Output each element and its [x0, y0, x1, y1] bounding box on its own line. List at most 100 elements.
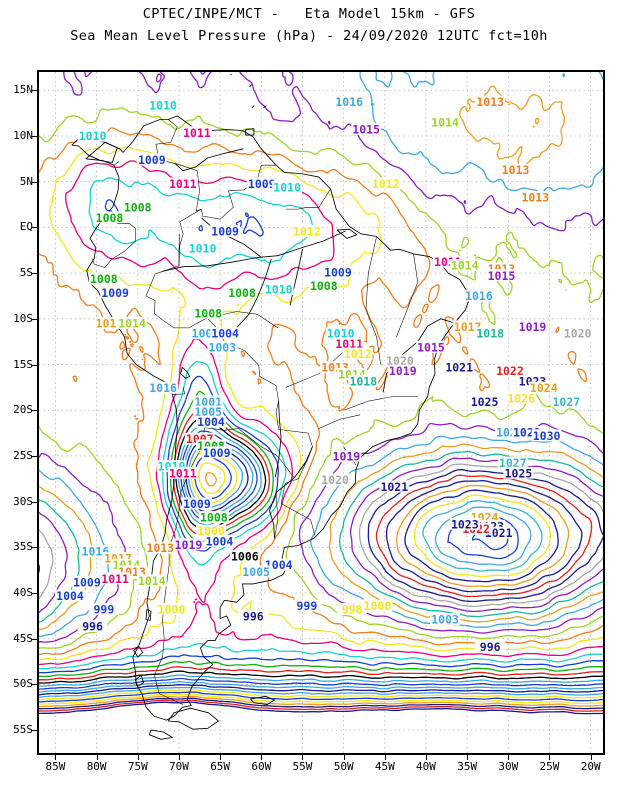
- svg-text:1019: 1019: [389, 364, 417, 378]
- svg-text:1019: 1019: [333, 449, 361, 463]
- coastline: [145, 609, 152, 621]
- contour-label: 1004: [55, 589, 86, 603]
- contour-label: 1022: [494, 364, 525, 378]
- svg-text:1009: 1009: [183, 497, 211, 511]
- coastline: [148, 729, 173, 740]
- contour-line-1014: [589, 271, 592, 274]
- contour-line-1011: [193, 601, 196, 604]
- contour-label: 1009: [322, 265, 353, 279]
- contour-label: 1001: [193, 395, 224, 409]
- title-block: CPTEC/INPE/MCT - Eta Model 15km - GFS Se…: [0, 0, 618, 44]
- y-axis-tick-label: 30S: [13, 494, 33, 508]
- contour-line-1010: [39, 642, 603, 670]
- contour-line-999: [194, 456, 232, 500]
- x-axis-tick: [178, 755, 180, 760]
- contour-label: 1008: [122, 201, 153, 215]
- svg-text:1016: 1016: [149, 381, 177, 395]
- y-axis-tick-label: 5N: [19, 174, 33, 188]
- country-border: [365, 236, 381, 365]
- svg-text:999: 999: [93, 602, 114, 616]
- contour-label: 1010: [325, 327, 356, 341]
- contour-line-1015: [239, 72, 603, 232]
- svg-text:1001: 1001: [194, 395, 222, 409]
- contour-label: 1009: [246, 177, 277, 191]
- country-border: [396, 253, 418, 338]
- coastline: [289, 248, 303, 306]
- contour-label: 1011: [100, 572, 131, 586]
- svg-text:1026: 1026: [507, 391, 535, 405]
- contour-line-1013: [251, 370, 257, 376]
- contour-label: 1000: [196, 524, 227, 538]
- contour-label: 1030: [531, 429, 562, 443]
- coastline: [162, 230, 346, 272]
- svg-text:1004: 1004: [197, 415, 225, 429]
- svg-text:1010: 1010: [273, 180, 301, 194]
- contour-line-997: [39, 695, 603, 708]
- contour-label: 1006: [229, 549, 260, 563]
- contour-line-1004: [39, 677, 603, 690]
- x-axis-tick: [425, 755, 427, 760]
- model-title: CPTEC/INPE/MCT - Eta Model 15km - GFS: [142, 6, 476, 22]
- svg-text:999: 999: [297, 599, 318, 613]
- svg-text:1013: 1013: [476, 95, 504, 109]
- x-axis-tick: [384, 755, 386, 760]
- y-axis-tick-label: 10N: [13, 128, 33, 142]
- contour-line-1018: [39, 499, 80, 623]
- contour-label: 1020: [562, 327, 593, 341]
- y-axis-tick: [32, 364, 37, 366]
- svg-text:1019: 1019: [175, 538, 203, 552]
- contour-label: 1023: [449, 517, 480, 531]
- x-axis-tick: [302, 755, 304, 760]
- x-axis-tick-label: 20W: [580, 760, 601, 773]
- contour-line-1016: [403, 72, 435, 88]
- contour-line-1013: [257, 378, 262, 385]
- contour-label: 1019: [173, 538, 204, 552]
- y-axis-tick-label: 25S: [13, 448, 33, 462]
- contour-label: 1011: [167, 177, 198, 191]
- contour-line-1009: [198, 224, 203, 232]
- contour-line-1013: [121, 347, 131, 361]
- contour-line-1015: [138, 72, 166, 93]
- contour-label: 1000: [362, 599, 393, 613]
- contour-line-1000: [39, 689, 603, 701]
- contour-label: 1012: [370, 177, 401, 191]
- svg-text:1009: 1009: [211, 225, 239, 239]
- country-border: [159, 159, 202, 212]
- contour-line-1015: [282, 72, 294, 86]
- contour-line-1011: [194, 598, 198, 601]
- contour-line-1025: [404, 489, 559, 583]
- contour-line-1002: [39, 684, 603, 696]
- contour-label: 1015: [415, 340, 446, 354]
- contour-line-1013: [133, 415, 137, 418]
- svg-text:1010: 1010: [149, 99, 177, 113]
- contour-line-1001: [39, 686, 603, 698]
- contour-label: 1015: [351, 122, 382, 136]
- contour-label: 1015: [486, 269, 517, 283]
- coastline: [134, 674, 145, 687]
- svg-text:1015: 1015: [352, 122, 380, 136]
- x-axis-tick: [467, 755, 469, 760]
- contour-line-1023: [385, 479, 583, 593]
- contour-line-1008: [170, 390, 274, 544]
- svg-text:1005: 1005: [194, 405, 222, 419]
- contour-label: 1008: [88, 272, 119, 286]
- svg-text:1015: 1015: [417, 340, 445, 354]
- contour-line-1013: [128, 340, 132, 343]
- svg-text:1000: 1000: [364, 599, 392, 613]
- contour-label: 1010: [148, 99, 179, 113]
- y-axis-tick: [32, 90, 37, 92]
- contour-line-1013: [119, 341, 126, 350]
- contour-line-1017: [535, 117, 540, 125]
- contour-line-1017: [328, 443, 603, 623]
- country-border: [280, 461, 307, 504]
- contour-label: 1005: [193, 405, 224, 419]
- x-axis-tick-label: 25W: [539, 760, 560, 773]
- y-axis-tick: [32, 684, 37, 686]
- contour-line-995: [39, 699, 603, 712]
- contour-line-1015: [84, 72, 93, 78]
- contour-line-1014: [592, 254, 603, 279]
- coastline: [180, 366, 191, 379]
- contour-label: 1016: [463, 289, 494, 303]
- contour-label: 1008: [193, 306, 224, 320]
- y-axis-tick: [32, 410, 37, 412]
